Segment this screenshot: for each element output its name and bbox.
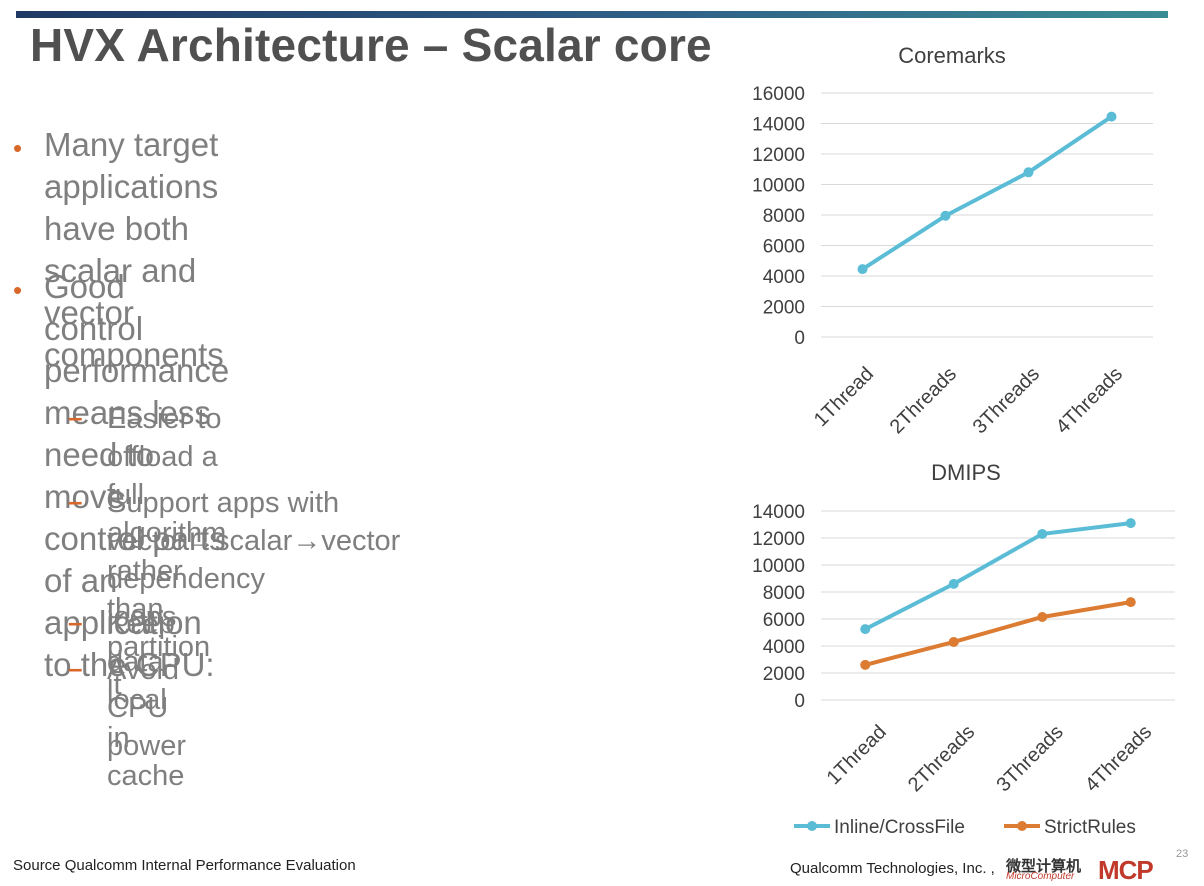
y-tick-label: 6000 xyxy=(763,237,805,258)
x-tick-label: 4Threads xyxy=(1081,721,1156,796)
bullet-1-line-1: Many target applications have both xyxy=(44,126,219,247)
header-accent-bar xyxy=(16,11,1168,18)
data-point xyxy=(1125,518,1136,529)
bullet-2: Good control performance means less need… xyxy=(44,266,229,686)
slide-title: HVX Architecture – Scalar core xyxy=(30,19,712,71)
sub-bullet-2-line-2: vector→scalar→vector dependency xyxy=(107,525,401,595)
legend-swatch-marker xyxy=(1017,821,1027,831)
data-point xyxy=(940,210,951,221)
x-tick-label: 1Thread xyxy=(823,721,891,789)
chart-title: DMIPS xyxy=(931,460,1001,485)
x-tick-label: 3Threads xyxy=(969,363,1044,438)
sub-bullet-4-line-1: Avoid CPU power xyxy=(107,654,186,762)
chart-title: Coremarks xyxy=(898,43,1006,68)
y-tick-label: 8000 xyxy=(763,206,805,227)
y-tick-label: 4000 xyxy=(763,637,805,658)
bullet-2-line-1: Good control performance means less xyxy=(44,268,230,431)
watermark-cn: 微型计算机 xyxy=(1006,857,1082,875)
page-number: 23 xyxy=(1176,848,1189,860)
y-tick-label: 10000 xyxy=(752,176,805,197)
bullet-marker: • xyxy=(13,275,23,305)
data-point xyxy=(948,636,959,647)
y-tick-label: 14000 xyxy=(752,115,805,136)
y-tick-label: 12000 xyxy=(752,529,805,550)
sub-bullet-3-line-1: Keep data local in cache xyxy=(107,608,185,792)
y-tick-label: 16000 xyxy=(752,84,805,105)
sub-bullet-marker: – xyxy=(68,486,83,516)
data-point xyxy=(1106,111,1117,122)
bullet-1-line-2: scalar and vector components xyxy=(44,252,224,373)
bullet-2-line-2: need to move control parts of an xyxy=(44,436,226,599)
y-tick-label: 0 xyxy=(794,328,805,349)
x-tick-label: 1Thread xyxy=(810,363,878,431)
bullet-marker: • xyxy=(13,133,23,163)
sub-bullet-4: Avoid CPU power xyxy=(107,651,186,765)
data-point xyxy=(860,659,871,670)
coremarks-chart: Coremarks 0 2000 4000 6000 8000 10000 12000 1400… xyxy=(752,43,1153,438)
data-point xyxy=(1023,167,1034,178)
x-tick-label: 2Threads xyxy=(886,363,961,438)
data-point xyxy=(948,578,959,589)
dmips-chart: DMIPS 0 2000 4000 6000 8000 10000 12000 14000 1Th… xyxy=(752,460,1175,838)
x-tick-label: 2Threads xyxy=(904,721,979,796)
y-tick-label: 2000 xyxy=(763,298,805,319)
watermark-en: MicroComputer xyxy=(1006,871,1075,882)
watermark-mark: MCP xyxy=(1098,855,1154,885)
sub-bullet-1: Easier to offload a full algorithm rathe… xyxy=(107,400,226,704)
sub-bullet-marker: – xyxy=(68,653,83,683)
y-tick-label: 14000 xyxy=(752,502,805,523)
data-point xyxy=(857,264,868,275)
sub-bullet-2: Support apps with vector→scalar→vector d… xyxy=(107,484,400,636)
y-tick-label: 8000 xyxy=(763,583,805,604)
series-line xyxy=(864,600,1132,667)
data-point xyxy=(1037,611,1048,622)
y-tick-label: 6000 xyxy=(763,610,805,631)
y-tick-label: 2000 xyxy=(763,664,805,685)
series-line xyxy=(864,521,1131,631)
y-tick-label: 10000 xyxy=(752,556,805,577)
sub-bullet-marker: – xyxy=(68,607,83,637)
sub-bullet-1-line-2: than partition it xyxy=(107,593,211,701)
sub-bullet-marker: – xyxy=(68,402,83,432)
footer-company: Qualcomm Technologies, Inc. , xyxy=(790,860,995,877)
sub-bullet-3: Keep data local in cache xyxy=(107,605,184,795)
legend-label: StrictRules xyxy=(1044,817,1136,838)
legend-swatch-marker xyxy=(807,821,817,831)
y-tick-label: 12000 xyxy=(752,145,805,166)
legend-label: Inline/CrossFile xyxy=(834,817,965,838)
bullet-1: Many target applications have both scala… xyxy=(44,124,224,376)
y-tick-label: 4000 xyxy=(763,267,805,288)
sub-bullet-2-line-1: Support apps with xyxy=(107,487,340,519)
y-tick-label: 0 xyxy=(794,691,805,712)
x-tick-label: 4Threads xyxy=(1052,363,1127,438)
data-point xyxy=(1037,528,1048,539)
bullet-2-line-3: application to the CPU: xyxy=(44,604,215,683)
sub-bullet-2-line-3: loops xyxy=(107,601,177,633)
footer-source: Source Qualcomm Internal Performance Eva… xyxy=(13,857,356,874)
watermark-logo: 微型计算机 MicroComputer MCP xyxy=(1006,855,1154,885)
sub-bullet-1-line-1: Easier to offload a full algorithm rathe… xyxy=(107,403,227,587)
data-point xyxy=(1125,597,1136,608)
data-point xyxy=(860,624,871,635)
series-line xyxy=(861,114,1113,271)
x-tick-label: 3Threads xyxy=(992,721,1067,796)
